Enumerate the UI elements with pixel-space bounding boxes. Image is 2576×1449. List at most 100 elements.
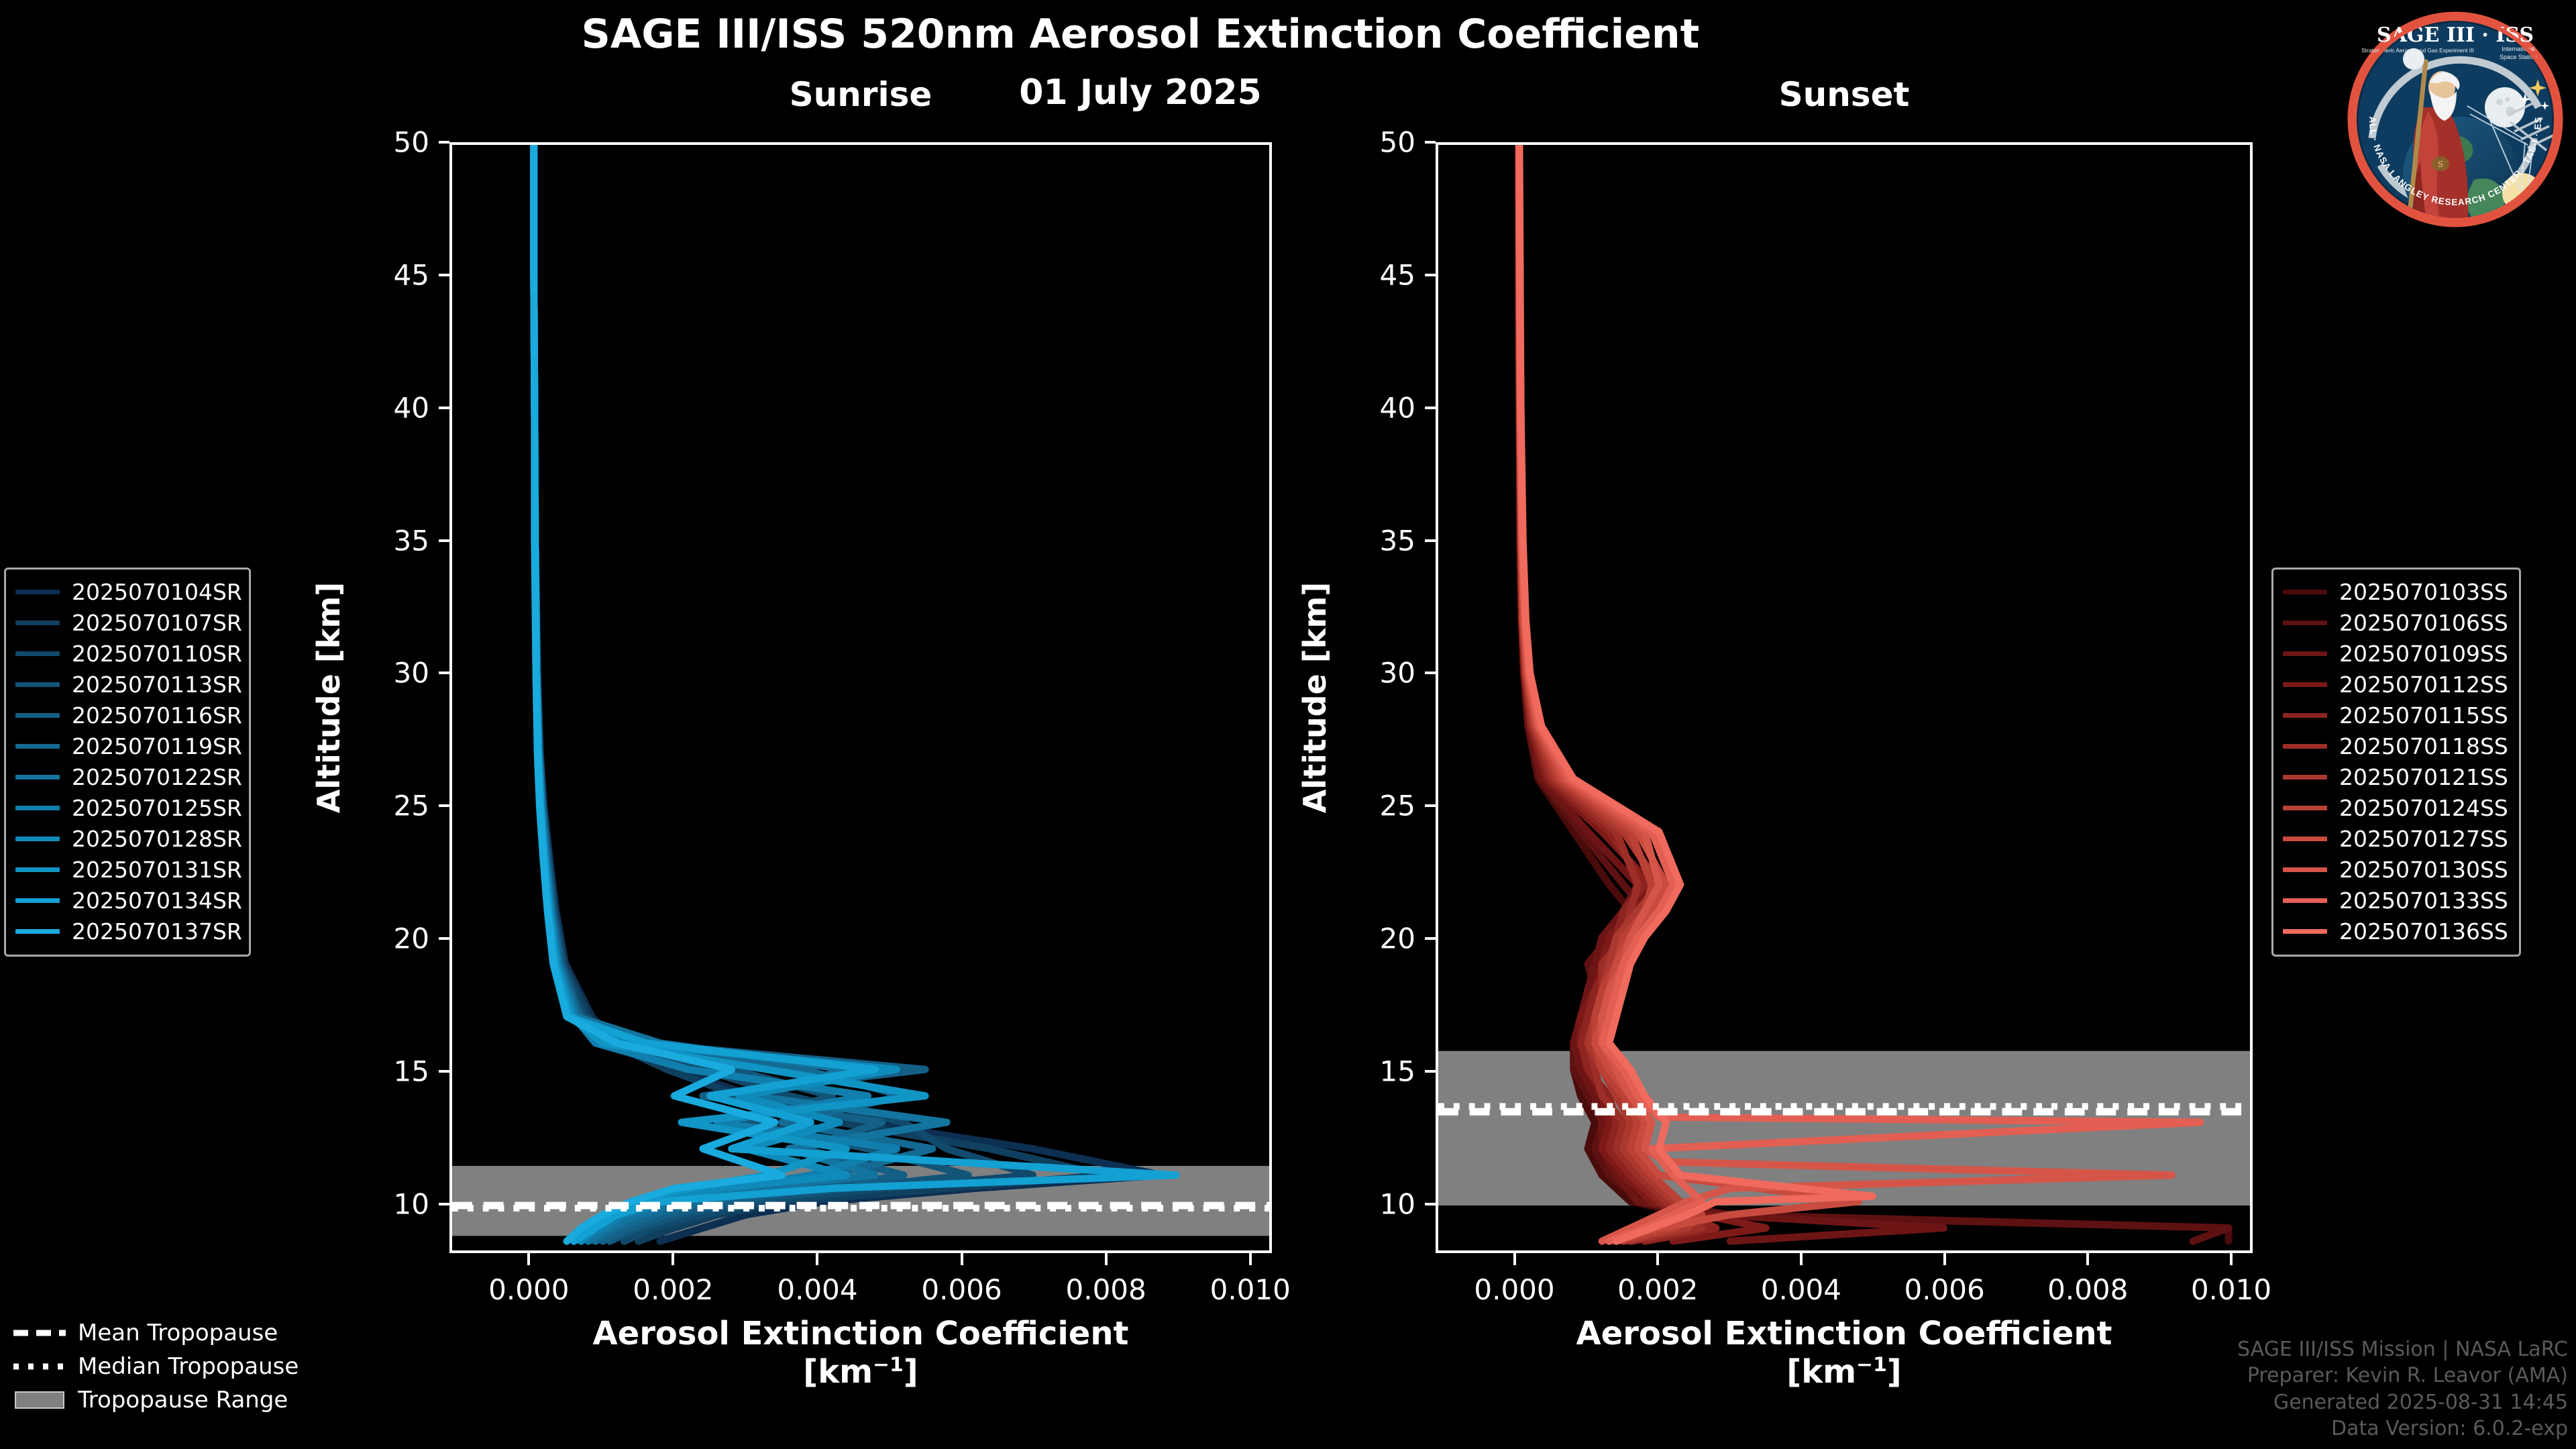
legend-item[interactable]: 2025070104SR <box>15 576 242 607</box>
legend-item[interactable]: 2025070124SS <box>2283 792 2510 823</box>
legend-item[interactable]: 2025070112SS <box>2283 669 2510 700</box>
legend-item-label: 2025070137SR <box>72 918 242 945</box>
legend-color-swatch <box>15 928 60 934</box>
legend-item-label: 2025070121SS <box>2339 763 2508 790</box>
legend-color-swatch <box>2283 867 2327 872</box>
legend-item[interactable]: 2025070125SR <box>15 792 242 823</box>
legend-color-swatch <box>15 712 60 718</box>
legend-color-swatch <box>15 743 60 749</box>
legend-item[interactable]: 2025070130SS <box>2283 854 2510 885</box>
sunrise-plot-canvas <box>452 145 1269 1245</box>
y-axis-tick-mark <box>439 406 449 409</box>
sunset-panel-title: Sunset <box>1778 75 1910 114</box>
legend-item[interactable]: 2025070115SS <box>2283 700 2510 731</box>
y-axis-tick-mark <box>439 273 449 276</box>
y-axis-tick-mark <box>439 672 449 675</box>
y-axis-tick-mark <box>439 539 449 542</box>
legend-item[interactable]: 2025070137SR <box>15 916 242 947</box>
legend-item-label: 2025070104SR <box>72 578 242 605</box>
y-axis-tick-mark <box>1425 1069 1436 1073</box>
dotted-line-icon <box>13 1358 66 1375</box>
y-axis-tick-mark <box>439 141 449 144</box>
x-axis-tick-mark <box>672 1253 675 1265</box>
legend-item[interactable]: 2025070136SS <box>2283 916 2510 947</box>
legend-label-median-tropopause: Median Tropopause <box>78 1353 299 1380</box>
x-axis-tick-label: 0.002 <box>633 1273 714 1306</box>
legend-item-label: 2025070133SS <box>2339 887 2508 914</box>
legend-label-tropopause-range: Tropopause Range <box>78 1387 288 1413</box>
profile-line <box>1515 145 1876 1245</box>
x-axis-tick-label: 0.000 <box>1474 1273 1555 1306</box>
x-axis-tick-label: 0.002 <box>1617 1273 1699 1306</box>
y-axis-tick-mark <box>1425 672 1436 675</box>
legend-item[interactable]: 2025070116SR <box>15 700 242 731</box>
y-axis-tick-label: 35 <box>1379 524 1415 557</box>
x-axis-tick-mark <box>960 1253 963 1265</box>
legend-item-label: 2025070130SS <box>2339 856 2508 883</box>
logo-subtitle-right-2: Space Station <box>2500 54 2537 60</box>
sunset-plot-panel <box>1436 142 2253 1253</box>
legend-color-swatch <box>2283 620 2327 625</box>
sunrise-event-legend: 2025070104SR 2025070107SR 2025070110SR 2025… <box>4 568 251 957</box>
x-axis-tick-mark <box>1248 1253 1252 1265</box>
y-axis-tick-label: 45 <box>1379 258 1415 292</box>
y-axis-tick-mark <box>1425 539 1436 542</box>
legend-item[interactable]: 2025070119SR <box>15 731 242 761</box>
legend-color-swatch <box>15 682 60 687</box>
legend-color-swatch <box>2283 836 2327 841</box>
y-axis-tick-mark <box>439 1202 449 1205</box>
legend-item-label: 2025070115SS <box>2339 702 2508 729</box>
legend-color-swatch <box>15 774 60 780</box>
page-title: SAGE III/ISS 520nm Aerosol Extinction Co… <box>581 11 1700 58</box>
x-axis-tick-label: 0.000 <box>488 1273 570 1306</box>
legend-item[interactable]: 2025070122SR <box>15 761 242 792</box>
legend-item-median-tropopause: Median Tropopause <box>13 1350 302 1383</box>
x-axis-tick-mark <box>527 1253 531 1265</box>
x-axis-tick-label: 0.008 <box>1065 1273 1146 1306</box>
y-axis-tick-mark <box>1425 804 1436 808</box>
y-axis-tick-mark <box>439 804 449 808</box>
x-axis-tick-mark <box>816 1253 819 1265</box>
sunset-plot-canvas <box>1438 145 2250 1245</box>
x-axis-tick-mark <box>2086 1253 2090 1265</box>
y-axis-tick-label: 30 <box>393 656 429 690</box>
legend-color-swatch <box>2283 651 2327 656</box>
legend-item-label: 2025070118SS <box>2339 733 2508 759</box>
legend-item[interactable]: 2025070109SS <box>2283 638 2510 669</box>
legend-item[interactable]: 2025070106SS <box>2283 607 2510 638</box>
x-axis-tick-label: 0.004 <box>777 1273 858 1306</box>
legend-item-label: 2025070136SS <box>2339 918 2508 945</box>
legend-item[interactable]: 2025070134SR <box>15 885 242 916</box>
profile-line <box>530 145 786 1245</box>
x-axis-tick-label: 0.006 <box>1904 1273 1985 1306</box>
legend-color-swatch <box>2283 743 2327 749</box>
legend-item-label: 2025070109SS <box>2339 640 2508 667</box>
legend-item[interactable]: 2025070121SS <box>2283 761 2510 792</box>
sunrise-x-axis-title: Aerosol Extinction Coefficient [km−1] <box>449 1315 1272 1391</box>
x-axis-tick-label: 0.004 <box>1760 1273 1842 1306</box>
x-axis-tick-label: 0.010 <box>1210 1273 1291 1306</box>
y-axis-tick-label: 15 <box>1379 1055 1415 1088</box>
legend-item[interactable]: 2025070131SR <box>15 854 242 885</box>
legend-item[interactable]: 2025070110SR <box>15 638 242 669</box>
y-axis-tick-mark <box>1425 1202 1436 1205</box>
legend-item[interactable]: 2025070118SS <box>2283 731 2510 761</box>
y-axis-tick-label: 40 <box>393 391 429 425</box>
legend-item[interactable]: 2025070103SS <box>2283 576 2510 607</box>
legend-item[interactable]: 2025070113SR <box>15 669 242 700</box>
x-axis-tick-mark <box>1513 1253 1516 1265</box>
legend-item[interactable]: 2025070127SS <box>2283 823 2510 854</box>
y-axis-tick-label: 50 <box>393 125 429 159</box>
svg-text:S: S <box>2438 160 2443 169</box>
legend-item[interactable]: 2025070107SR <box>15 607 242 638</box>
legend-item[interactable]: 2025070128SR <box>15 823 242 854</box>
x-axis-tick-mark <box>1799 1253 1803 1265</box>
x-axis-tick-label: 0.008 <box>2047 1273 2129 1306</box>
legend-item-label: 2025070112SS <box>2339 671 2508 698</box>
filled-band-icon <box>13 1391 66 1409</box>
legend-item[interactable]: 2025070133SS <box>2283 885 2510 916</box>
sunrise-panel-title: Sunrise <box>789 75 932 114</box>
tropopause-legend: Mean Tropopause Median Tropopause Tropop… <box>13 1316 302 1417</box>
dashed-line-icon <box>13 1325 66 1341</box>
credits-mission: SAGE III/ISS Mission | NASA LaRC <box>2237 1337 2568 1361</box>
